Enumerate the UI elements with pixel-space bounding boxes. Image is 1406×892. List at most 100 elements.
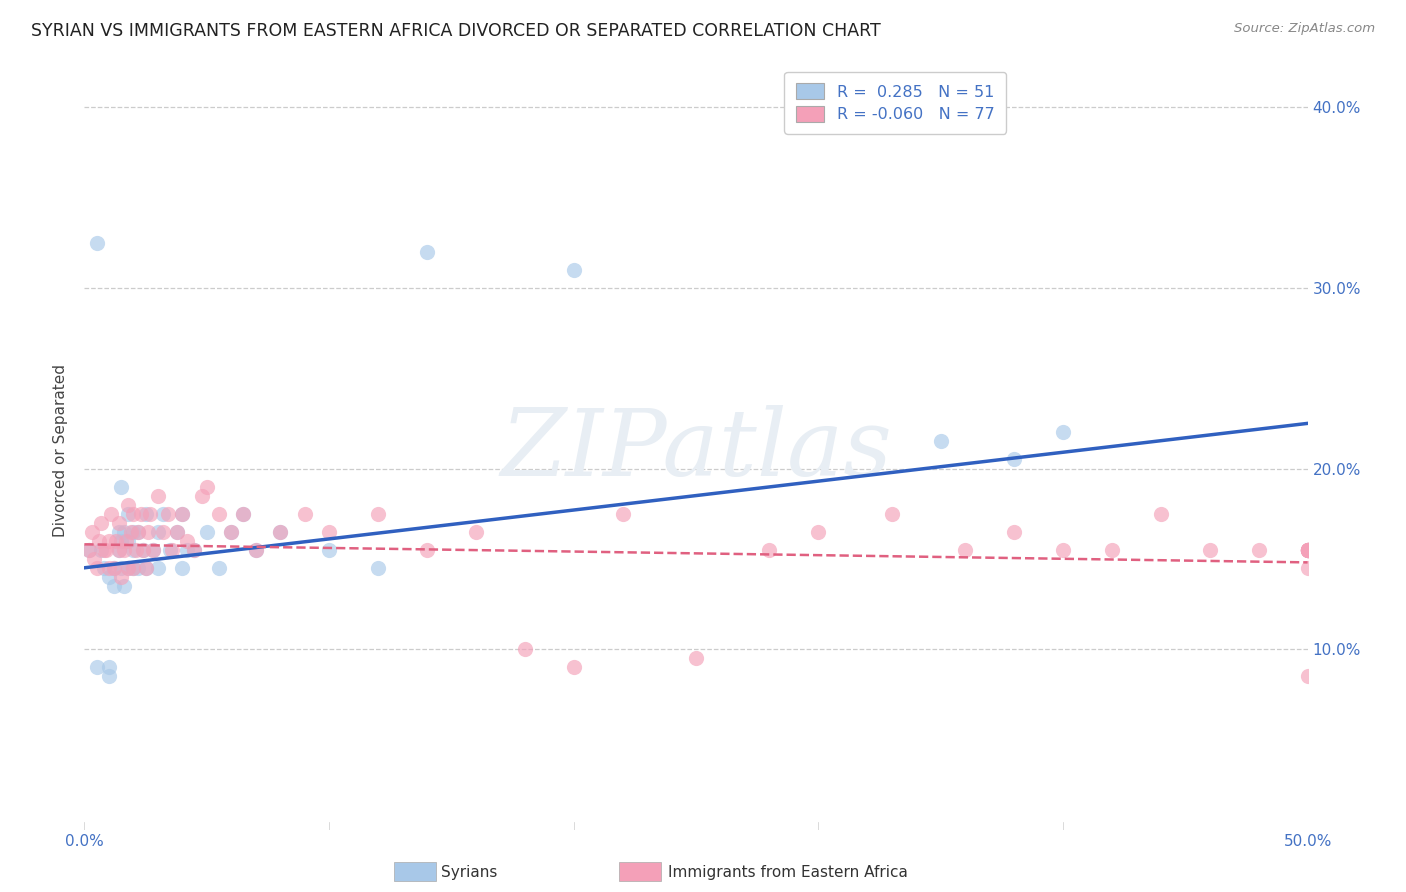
Point — [195, 524, 218, 539]
Text: Source: ZipAtlas.com: Source: ZipAtlas.com — [1234, 22, 1375, 36]
Point — [97, 533, 120, 548]
Point — [135, 561, 157, 575]
Point — [122, 561, 145, 575]
Point — [612, 507, 634, 521]
Point — [90, 542, 112, 557]
Point — [112, 524, 135, 539]
Point — [86, 660, 108, 674]
Point — [139, 507, 162, 521]
Point — [122, 524, 145, 539]
Point — [1247, 542, 1270, 557]
Point — [107, 542, 129, 557]
Point — [172, 507, 194, 521]
Point — [807, 524, 830, 539]
Point — [162, 542, 184, 557]
Point — [107, 516, 129, 530]
Point — [122, 561, 145, 575]
Point — [97, 660, 120, 674]
Point — [208, 561, 231, 575]
Point — [464, 524, 486, 539]
Point — [86, 235, 108, 250]
Point — [1002, 452, 1025, 467]
Point — [107, 542, 129, 557]
Point — [1296, 561, 1319, 575]
Point — [416, 542, 439, 557]
Point — [176, 533, 198, 548]
Point — [117, 561, 139, 575]
Point — [953, 542, 976, 557]
Point — [97, 561, 120, 575]
Point — [1296, 542, 1319, 557]
Point — [191, 489, 214, 503]
Point — [183, 542, 205, 557]
Point — [269, 524, 291, 539]
Point — [156, 507, 179, 521]
Point — [562, 660, 585, 674]
Point — [1296, 542, 1319, 557]
Point — [132, 542, 155, 557]
Text: ZIPatlas: ZIPatlas — [501, 406, 891, 495]
Point — [416, 244, 439, 259]
Point — [127, 561, 149, 575]
Legend: R =  0.285   N = 51, R = -0.060   N = 77: R = 0.285 N = 51, R = -0.060 N = 77 — [785, 71, 1007, 134]
Point — [120, 524, 142, 539]
Point — [135, 507, 157, 521]
Point — [146, 489, 169, 503]
Point — [152, 524, 174, 539]
Point — [115, 533, 138, 548]
Point — [1296, 669, 1319, 683]
Point — [117, 533, 139, 548]
Point — [110, 570, 132, 584]
Point — [1296, 542, 1319, 557]
Point — [135, 561, 157, 575]
Point — [127, 524, 149, 539]
Point — [80, 524, 103, 539]
Point — [758, 542, 780, 557]
Point — [367, 561, 389, 575]
Point — [1002, 524, 1025, 539]
Point — [105, 533, 128, 548]
Point — [219, 524, 242, 539]
Point — [110, 479, 132, 493]
Point — [112, 579, 135, 593]
Point — [929, 434, 952, 449]
Point — [96, 542, 118, 557]
Point — [1101, 542, 1123, 557]
Point — [1296, 542, 1319, 557]
Point — [142, 542, 165, 557]
Point — [117, 561, 139, 575]
Point — [86, 561, 108, 575]
Point — [152, 507, 174, 521]
Point — [159, 542, 181, 557]
Point — [122, 507, 145, 521]
Point — [142, 542, 165, 557]
Point — [117, 498, 139, 512]
Point — [183, 542, 205, 557]
Point — [1052, 542, 1074, 557]
Point — [1296, 542, 1319, 557]
Point — [172, 561, 194, 575]
Point — [269, 524, 291, 539]
Point — [1296, 542, 1319, 557]
Y-axis label: Divorced or Separated: Divorced or Separated — [53, 364, 69, 537]
Point — [232, 507, 254, 521]
Point — [136, 524, 159, 539]
Point — [110, 561, 132, 575]
Point — [129, 507, 152, 521]
Point — [1052, 425, 1074, 440]
Text: SYRIAN VS IMMIGRANTS FROM EASTERN AFRICA DIVORCED OR SEPARATED CORRELATION CHART: SYRIAN VS IMMIGRANTS FROM EASTERN AFRICA… — [31, 22, 880, 40]
Point — [97, 570, 120, 584]
Point — [107, 524, 129, 539]
Point — [1296, 542, 1319, 557]
Point — [176, 542, 198, 557]
Point — [122, 542, 145, 557]
Point — [90, 516, 112, 530]
Point — [166, 524, 188, 539]
Point — [83, 551, 105, 566]
Point — [219, 524, 242, 539]
Point — [77, 542, 100, 557]
Point — [195, 479, 218, 493]
Point — [112, 542, 135, 557]
Point — [117, 507, 139, 521]
Point — [318, 542, 340, 557]
